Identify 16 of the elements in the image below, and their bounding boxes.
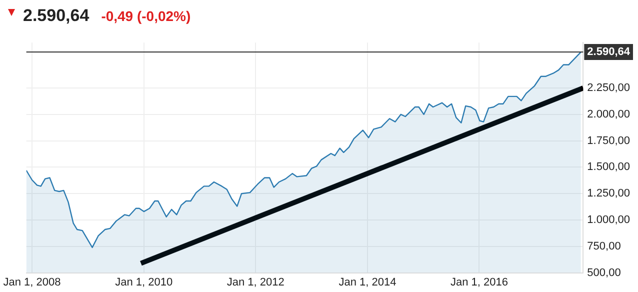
chart-subtitle: -0,49 (-0,02%) — [101, 8, 191, 24]
x-tick-label: Jan 1, 2016 — [450, 276, 508, 288]
chart-title: 2.590,64 — [23, 6, 90, 26]
y-tick-label: 2.000,00 — [587, 108, 630, 120]
y-tick-label: 1.750,00 — [587, 134, 630, 147]
y-tick-label: 2.250,00 — [587, 82, 630, 94]
y-tick-label: 750,00 — [587, 240, 621, 252]
x-tick-label: Jan 1, 2010 — [115, 276, 173, 288]
x-tick-label: Jan 1, 2012 — [226, 276, 284, 288]
x-tick-label: Jan 1, 2014 — [338, 276, 396, 288]
x-tick-label: Jan 1, 2008 — [3, 276, 61, 288]
y-tick-label: 1.500,00 — [587, 161, 630, 174]
ref-line-label: 2.590,64 — [587, 46, 631, 58]
y-tick-label: 500,00 — [587, 266, 621, 279]
y-tick-label: 1.000,00 — [587, 214, 630, 226]
y-tick-label: 1.250,00 — [587, 188, 630, 200]
